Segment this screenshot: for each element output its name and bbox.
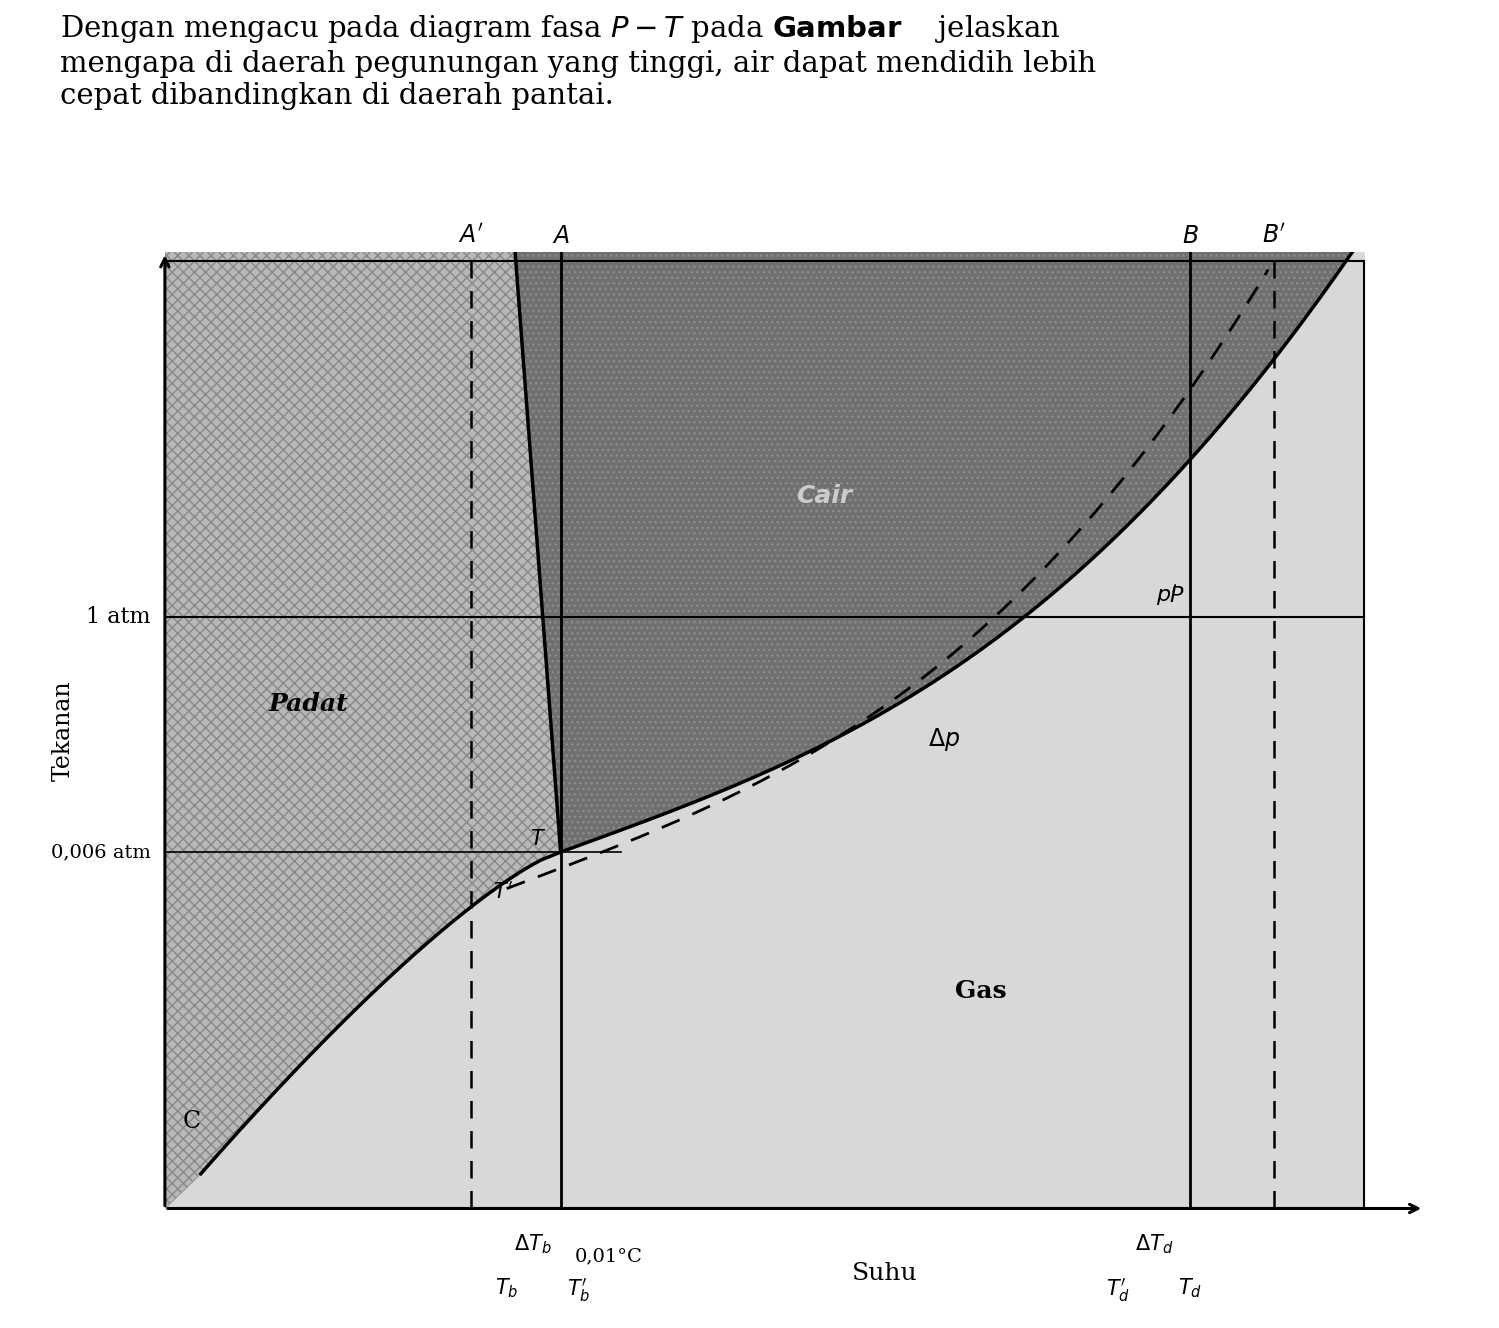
Polygon shape — [514, 235, 1364, 853]
Text: $A$: $A$ — [552, 224, 570, 248]
Text: $T_b'$: $T_b'$ — [567, 1276, 591, 1304]
Text: $A'$: $A'$ — [459, 224, 483, 248]
Text: $\Delta T_b$: $\Delta T_b$ — [514, 1232, 552, 1256]
Text: Dengan mengacu pada diagram fasa $P - T$ pada $\mathbf{Gambar}$    jelaskan
meng: Dengan mengacu pada diagram fasa $P - T$… — [60, 13, 1096, 110]
Polygon shape — [165, 252, 1364, 1208]
Text: $T_d'$: $T_d'$ — [1106, 1276, 1130, 1304]
Text: Suhu: Suhu — [851, 1262, 917, 1286]
Text: C: C — [183, 1110, 201, 1133]
Text: Padat: Padat — [268, 692, 349, 716]
Polygon shape — [165, 235, 561, 1208]
Text: $T_d$: $T_d$ — [1178, 1276, 1202, 1300]
Text: Tekanan: Tekanan — [51, 680, 75, 781]
Text: Gas: Gas — [955, 979, 1006, 1003]
Text: 1 atm: 1 atm — [85, 607, 150, 628]
Text: $p'$: $p'$ — [1156, 583, 1177, 608]
Text: $T$: $T$ — [531, 829, 546, 849]
Text: 0,01°C: 0,01°C — [576, 1247, 643, 1266]
Text: $B'$: $B'$ — [1262, 224, 1286, 248]
Text: 0,006 atm: 0,006 atm — [51, 843, 150, 861]
Polygon shape — [514, 235, 1364, 853]
Polygon shape — [165, 235, 561, 1208]
Text: $T_b$: $T_b$ — [495, 1276, 519, 1300]
Text: $\Delta p$: $\Delta p$ — [928, 725, 961, 753]
Text: $B$: $B$ — [1181, 224, 1199, 248]
Text: Cair: Cair — [796, 483, 853, 507]
Text: $P$: $P$ — [1169, 584, 1184, 607]
Text: $\Delta T_d$: $\Delta T_d$ — [1135, 1232, 1174, 1256]
Text: $T'$: $T'$ — [493, 880, 513, 902]
